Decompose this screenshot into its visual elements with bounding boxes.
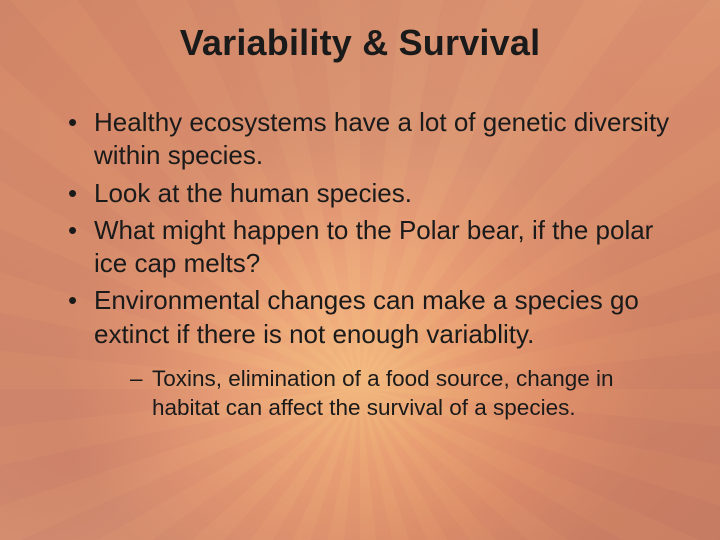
slide: Variability & Survival Healthy ecosystem… [0,0,720,540]
sub-bullet-list: Toxins, elimination of a food source, ch… [94,365,680,423]
bullet-list: Healthy ecosystems have a lot of genetic… [40,106,680,422]
bullet-item: Healthy ecosystems have a lot of genetic… [68,106,680,173]
bullet-item: Look at the human species. [68,177,680,210]
bullet-item: What might happen to the Polar bear, if … [68,214,680,281]
slide-title: Variability & Survival [40,22,680,64]
slide-content: Variability & Survival Healthy ecosystem… [0,0,720,540]
bullet-item: Environmental changes can make a species… [68,284,680,422]
bullet-text: Environmental changes can make a species… [94,285,639,348]
sub-bullet-item: Toxins, elimination of a food source, ch… [130,365,680,423]
